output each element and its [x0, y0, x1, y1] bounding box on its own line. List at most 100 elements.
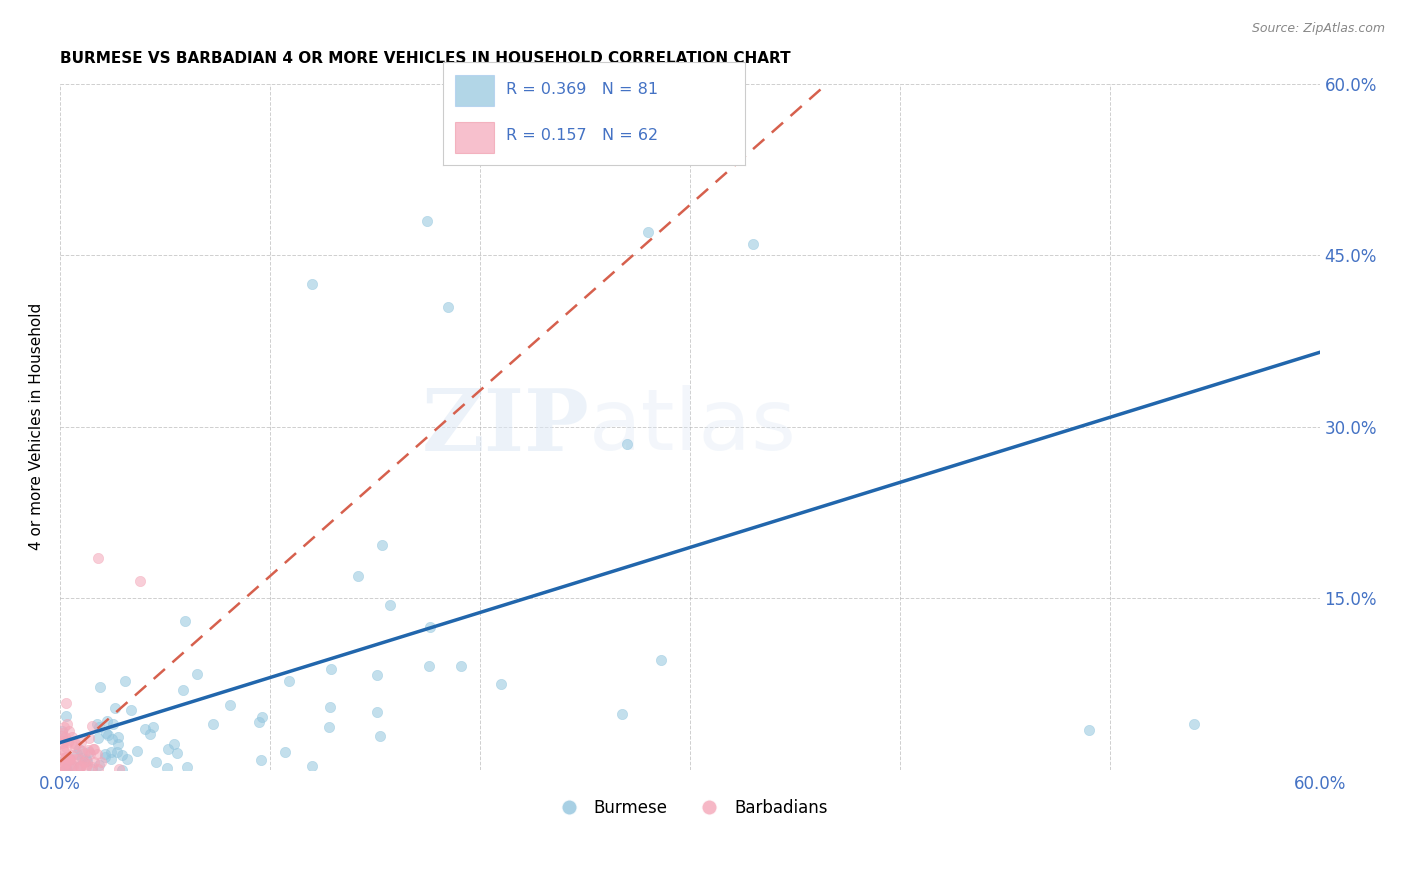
Point [87, 731, 110, 745]
Point [69, 760, 91, 774]
Point [105, 745, 128, 759]
Point [53, 720, 76, 734]
Point [87, 762, 110, 776]
Text: ZIP: ZIP [422, 384, 589, 469]
Bar [456, 75, 495, 105]
Point [60, 748, 83, 763]
Point [97, 728, 120, 742]
Point [319, 700, 342, 714]
Point [173, 615, 195, 629]
Point [51, 760, 73, 774]
Point [277, 673, 299, 688]
Point [75, 752, 97, 766]
Point [142, 720, 165, 734]
Point [156, 761, 179, 775]
Point [76, 754, 98, 768]
Point [60, 762, 83, 776]
Point [77, 743, 100, 757]
Point [70, 759, 93, 773]
Point [107, 730, 129, 744]
Point [58, 723, 80, 738]
Point [79, 747, 101, 761]
Point [321, 662, 343, 676]
Point [53, 762, 76, 776]
Point [55, 733, 77, 747]
Point [83, 742, 105, 756]
Point [103, 700, 125, 714]
Point [301, 277, 323, 291]
Point [55, 761, 77, 775]
Point [100, 752, 122, 766]
Point [86, 717, 108, 731]
Point [94, 750, 117, 764]
Point [418, 658, 440, 673]
Point [89, 680, 111, 694]
Point [65, 737, 87, 751]
Point [166, 746, 188, 760]
Point [89, 720, 111, 734]
Point [51, 729, 73, 743]
Point [55, 750, 77, 764]
Text: Source: ZipAtlas.com: Source: ZipAtlas.com [1251, 22, 1385, 36]
Point [616, 437, 638, 451]
Point [145, 756, 167, 770]
Point [274, 745, 297, 759]
Point [90, 755, 112, 769]
Point [80, 762, 103, 776]
Point [139, 727, 162, 741]
Point [1182, 717, 1205, 731]
Point [134, 722, 156, 736]
Legend: Burmese, Barbadians: Burmese, Barbadians [546, 792, 834, 823]
Text: atlas: atlas [589, 385, 797, 468]
Point [605, 151, 627, 165]
Text: R = 0.369   N = 81: R = 0.369 N = 81 [506, 82, 658, 97]
Point [55, 763, 77, 777]
Point [108, 762, 131, 776]
Point [52, 759, 75, 773]
Point [65, 737, 87, 751]
Point [52, 750, 75, 764]
Point [94, 747, 117, 762]
Point [66, 747, 89, 761]
Point [51, 736, 73, 750]
Point [66, 762, 89, 776]
Point [76, 756, 98, 771]
Bar [456, 122, 495, 153]
Point [63, 752, 86, 766]
Point [100, 745, 122, 759]
Point [58, 751, 80, 765]
Point [52, 744, 75, 758]
Point [347, 569, 370, 583]
Point [437, 300, 460, 314]
Point [86, 747, 108, 761]
Point [489, 677, 512, 691]
Point [201, 717, 224, 731]
Point [53, 734, 76, 748]
Text: R = 0.157   N = 62: R = 0.157 N = 62 [506, 128, 658, 144]
Point [73, 746, 96, 760]
Text: BURMESE VS BARBADIAN 4 OR MORE VEHICLES IN HOUSEHOLD CORRELATION CHART: BURMESE VS BARBADIAN 4 OR MORE VEHICLES … [60, 51, 790, 66]
Point [58, 753, 80, 767]
Point [63, 740, 86, 755]
Point [318, 720, 340, 734]
Point [55, 709, 77, 723]
Point [51, 758, 73, 772]
Point [60, 731, 83, 745]
Point [60, 757, 83, 772]
Point [162, 737, 184, 751]
Point [59, 752, 82, 766]
Point [186, 667, 208, 681]
Point [51, 743, 73, 757]
Point [75, 760, 97, 774]
Point [56, 735, 79, 749]
Point [96, 714, 118, 728]
Point [176, 760, 198, 774]
Point [366, 705, 388, 719]
Point [610, 707, 633, 722]
Point [156, 741, 179, 756]
Point [120, 703, 142, 717]
Y-axis label: 4 or more Vehicles in Household: 4 or more Vehicles in Household [30, 303, 44, 550]
Point [172, 682, 194, 697]
Point [115, 752, 138, 766]
Point [80, 719, 103, 733]
